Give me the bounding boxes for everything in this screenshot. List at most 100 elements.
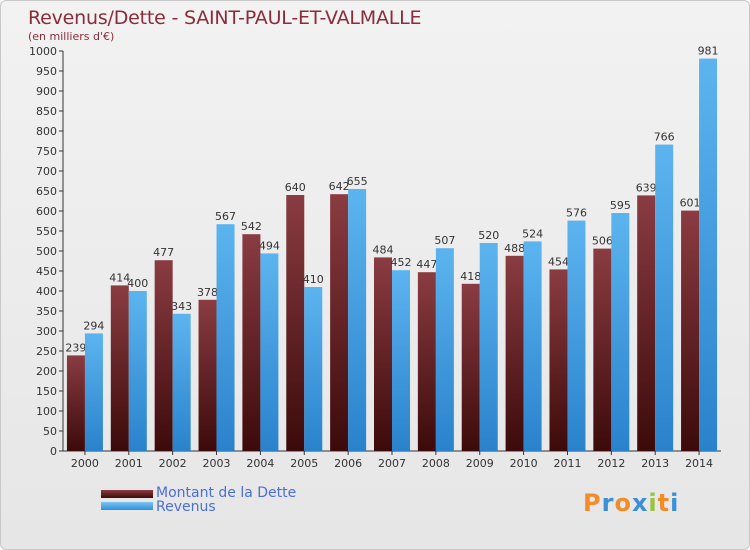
bar-revenue [392,270,410,451]
x-tick-label: 2004 [246,457,274,470]
x-tick-label: 2003 [203,457,231,470]
bar-revenue [304,287,323,451]
legend-swatch-debt [101,490,153,498]
value-label-revenue: 410 [303,273,324,286]
y-tick-label: 1000 [29,45,57,58]
y-tick-label: 100 [36,405,57,418]
bar-revenue [655,144,674,451]
chart-title: Revenus/Dette - SAINT-PAUL-ET-VALMALLE [28,7,422,29]
x-tick-label: 2006 [334,457,362,470]
value-label-revenue: 576 [566,207,587,220]
bar-debt [681,210,700,451]
x-tick-label: 2010 [510,457,538,470]
logo-letter: i [670,489,680,517]
y-tick-label: 900 [36,85,57,98]
logo-letter: i [648,489,658,517]
value-label-debt: 378 [197,286,218,299]
bar-revenue [523,241,542,451]
logo-letter: o [614,489,632,517]
bar-debt [549,269,568,451]
value-label-debt: 484 [373,243,394,256]
value-label-revenue: 294 [83,319,104,332]
value-label-debt: 642 [329,180,350,193]
value-label-revenue: 567 [215,210,236,223]
bar-revenue [216,224,235,451]
bar-debt [154,260,173,451]
x-tick-label: 2013 [641,457,669,470]
bar-debt [637,195,656,451]
value-label-revenue: 766 [654,131,675,144]
value-label-revenue: 595 [610,199,631,212]
bar-revenue [84,333,103,451]
bar-revenue [260,253,279,451]
bar-debt [286,195,305,451]
x-tick-label: 2011 [553,457,581,470]
logo-letter: r [601,489,615,517]
x-tick-label: 2014 [685,457,713,470]
value-label-revenue: 981 [698,45,719,58]
y-tick-label: 0 [50,445,57,458]
x-tick-label: 2005 [290,457,318,470]
bar-revenue [348,189,367,451]
bar-debt [66,355,85,451]
y-tick-label: 750 [36,145,57,158]
value-label-debt: 639 [636,181,657,194]
value-label-revenue: 507 [434,234,455,247]
legend-label-debt: Montant de la Dette [156,485,297,501]
y-tick-label: 250 [36,345,57,358]
x-tick-label: 2012 [597,457,625,470]
y-tick-label: 600 [36,205,57,218]
bar-debt [110,285,129,451]
x-tick-label: 2001 [115,457,143,470]
bar-debt [593,248,612,451]
y-tick-label: 950 [36,65,57,78]
value-label-debt: 447 [416,258,437,271]
value-label-debt: 418 [460,270,481,283]
value-label-revenue: 655 [347,175,368,188]
value-label-debt: 477 [153,246,174,259]
y-tick-label: 450 [36,265,57,278]
bar-revenue [699,58,718,451]
value-label-debt: 488 [504,242,525,255]
bar-revenue [567,220,586,451]
logo-letter: x [631,489,649,517]
logo-letter: P [583,489,602,517]
y-tick-label: 650 [36,185,57,198]
value-label-revenue: 452 [391,256,412,269]
chart-axes: 0 50 100 150 200 250 300 350 400 450 500 550 600 650 7… [29,45,721,470]
value-label-debt: 414 [109,271,130,284]
bar-revenue [479,243,498,451]
x-tick-label: 2009 [466,457,494,470]
y-tick-label: 800 [36,125,57,138]
y-tick-label: 550 [36,225,57,238]
value-label-revenue: 524 [522,227,543,240]
y-tick-label: 400 [36,285,57,298]
value-label-debt: 506 [592,235,613,248]
y-tick-label: 50 [43,425,57,438]
x-tick-label: 2002 [159,457,187,470]
y-tick-label: 300 [36,325,57,338]
value-label-revenue: 520 [478,229,499,242]
logo-letter: t [657,489,671,517]
bar-revenue [435,248,454,451]
value-label-revenue: 400 [127,277,148,290]
y-tick-label: 350 [36,305,57,318]
legend-swatch-revenue [101,502,153,510]
y-tick-label: 200 [36,365,57,378]
bar-revenue [128,291,147,451]
value-label-revenue: 494 [259,239,280,252]
y-tick-label: 700 [36,165,57,178]
value-label-debt: 454 [548,255,569,268]
y-tick-label: 150 [36,385,57,398]
bar-debt [198,299,217,451]
bar-debt [417,272,436,451]
proxiti-logo: Proxiti [583,489,679,517]
bar-debt [374,257,392,451]
bar-revenue [172,313,191,451]
x-tick-label: 2007 [378,457,406,470]
value-label-debt: 542 [241,220,262,233]
x-tick-label: 2000 [71,457,99,470]
legend-label-revenue: Revenus [156,499,216,515]
